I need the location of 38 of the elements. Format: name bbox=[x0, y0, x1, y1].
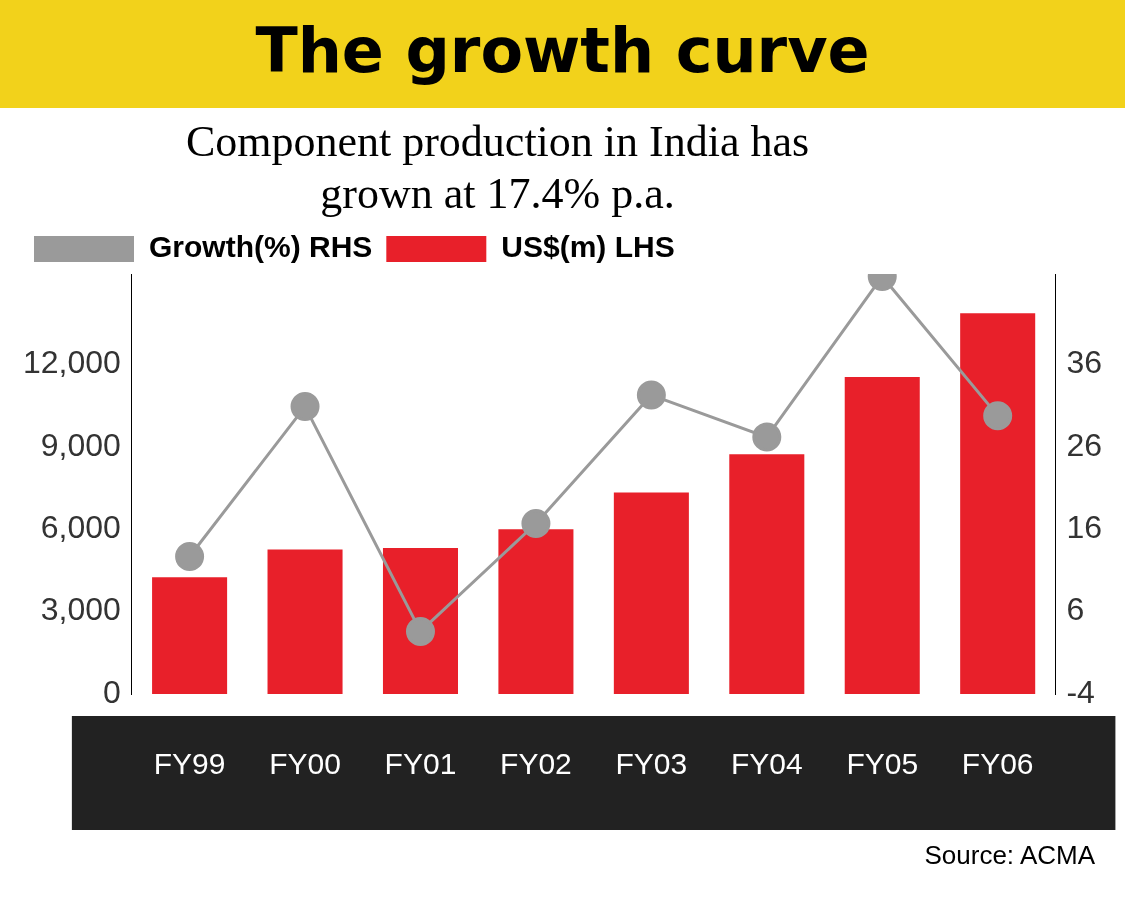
y-tick-label: 12,000 bbox=[23, 344, 121, 381]
bar bbox=[382, 547, 458, 694]
y-tick-label: 0 bbox=[103, 673, 121, 710]
x-tick-label: FY06 bbox=[961, 747, 1034, 781]
bar bbox=[152, 577, 228, 694]
bar bbox=[498, 529, 574, 694]
x-tick-label: FY02 bbox=[500, 747, 572, 781]
y2-tick-label: 16 bbox=[1066, 509, 1102, 546]
y2-tick-label: 36 bbox=[1066, 344, 1102, 381]
x-tick-label: FY05 bbox=[846, 747, 919, 781]
legend-label: US$(m) LHS bbox=[501, 230, 675, 264]
point bbox=[521, 509, 551, 539]
y2-tick-label: 6 bbox=[1066, 591, 1085, 628]
bar bbox=[729, 454, 805, 694]
point bbox=[405, 616, 435, 646]
point bbox=[636, 380, 666, 410]
x-tick-label: FY99 bbox=[153, 747, 226, 781]
legend-label: Growth(%) RHS bbox=[149, 230, 373, 264]
y-tick-label: 9,000 bbox=[40, 426, 121, 463]
x-tick-label: FY03 bbox=[615, 747, 688, 781]
y-tick-label: 3,000 bbox=[40, 591, 121, 628]
source-note: Source: ACMA bbox=[923, 840, 1095, 871]
point bbox=[752, 422, 782, 452]
bar bbox=[613, 492, 689, 694]
y2-tick-label: -4 bbox=[1066, 673, 1095, 710]
bar bbox=[960, 313, 1036, 694]
bar bbox=[844, 376, 920, 694]
point bbox=[983, 401, 1013, 431]
x-tick-label: FY00 bbox=[269, 747, 341, 781]
chart-title: The growth curve bbox=[0, 0, 1125, 108]
y2-tick-label: 26 bbox=[1066, 426, 1102, 463]
y-tick-label: 6,000 bbox=[40, 509, 121, 546]
point bbox=[290, 392, 320, 422]
x-tick-label: FY01 bbox=[384, 747, 457, 781]
x-tick-label: FY04 bbox=[730, 747, 803, 781]
bar bbox=[267, 549, 343, 694]
point bbox=[175, 541, 205, 571]
chart-subtitle: Component production in India has grown at 17.4% p.a. bbox=[184, 116, 811, 220]
